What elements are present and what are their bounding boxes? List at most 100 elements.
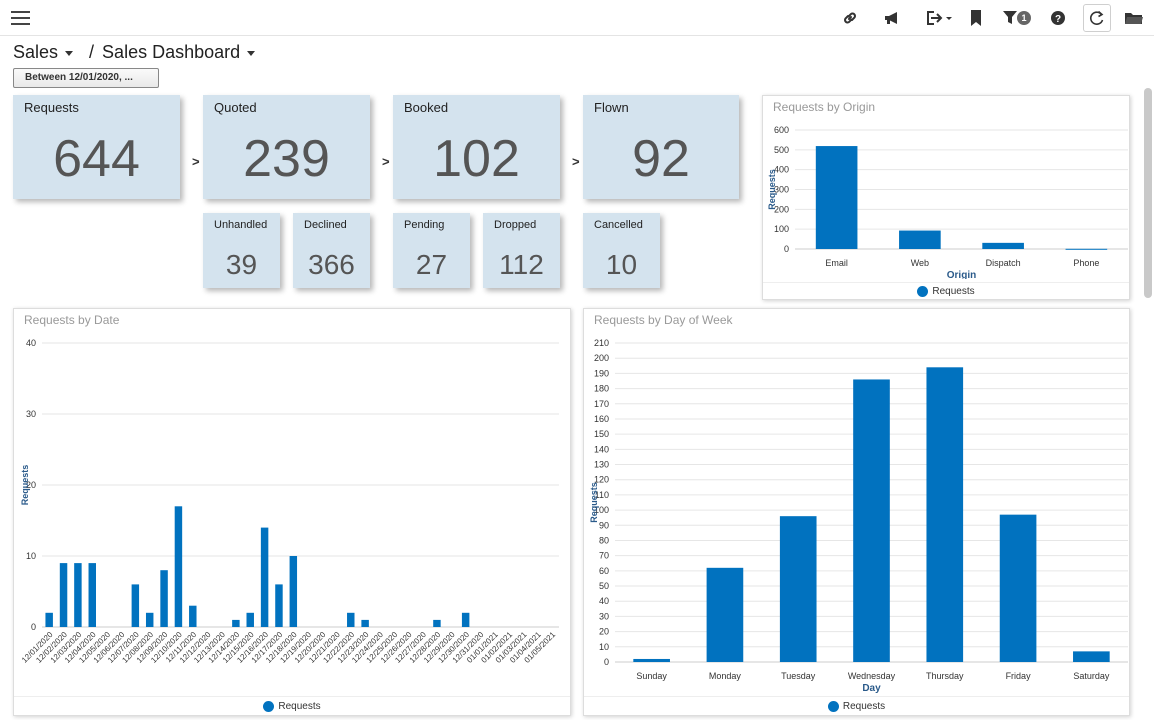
funnel-arrow: >: [572, 154, 580, 169]
x-tick-label: Dispatch: [986, 258, 1021, 268]
kpi-requests[interactable]: Requests 644: [13, 95, 180, 199]
breadcrumb-root[interactable]: Sales: [13, 42, 59, 62]
bar-tuesday: [779, 516, 817, 662]
link-icon[interactable]: [838, 6, 862, 30]
chevron-down-icon[interactable]: [65, 51, 74, 56]
page-title[interactable]: Sales Dashboard: [102, 42, 241, 62]
bar-dispatch: [982, 242, 1024, 249]
y-tick-label: 100: [774, 224, 789, 234]
kpi-value: 102: [433, 130, 520, 188]
kpi-unhandled[interactable]: Unhandled 39: [203, 213, 280, 288]
y-tick-label: 400: [774, 165, 789, 175]
kpi-cancelled[interactable]: Cancelled 10: [583, 213, 660, 288]
y-tick-label: 160: [594, 414, 609, 424]
bar-thursday: [926, 367, 964, 662]
funnel-arrow: >: [192, 154, 200, 169]
y-axis-title: Requests: [589, 482, 599, 523]
bar-friday: [999, 514, 1037, 662]
legend-swatch: [263, 701, 275, 712]
x-tick-label: Tuesday: [781, 671, 816, 681]
chart-requests-by-day-of-week: 0 10 20 30 40 50 60 70 80 90 100 110 120 130 140 150 160…: [583, 308, 1130, 716]
breadcrumb: Sales / Sales Dashboard: [13, 42, 256, 63]
refresh-icon[interactable]: [1083, 4, 1111, 32]
bar-web: [899, 230, 941, 249]
folder-icon[interactable]: [1122, 6, 1146, 30]
x-axis-title: Day: [862, 683, 881, 694]
kpi-label: Pending: [404, 219, 445, 231]
y-tick-label: 80: [599, 535, 609, 545]
y-axis-title: Requests: [767, 169, 777, 210]
y-tick-label: 600: [774, 125, 789, 135]
chart-requests-by-date: 0 10 20 30 40 12/01/2020 12/02/2020 12/03/2020 1…: [13, 308, 571, 716]
legend-label: Requests: [932, 286, 975, 297]
bar-wednesday: [853, 379, 890, 662]
y-tick-label: 30: [26, 409, 36, 419]
legend-swatch: [827, 701, 839, 712]
x-tick-label: Friday: [1006, 671, 1032, 681]
y-tick-label: 30: [599, 611, 609, 621]
help-icon[interactable]: ?: [1046, 6, 1070, 30]
kpi-value: 366: [308, 249, 355, 280]
bookmark-icon[interactable]: [964, 6, 988, 30]
kpi-label: Requests: [24, 100, 79, 115]
filter-icon[interactable]: 1: [1000, 6, 1038, 30]
kpi-label: Booked: [404, 100, 449, 115]
x-tick-label: Email: [825, 258, 848, 268]
kpi-declined[interactable]: Declined 366: [293, 213, 370, 288]
kpi-flown[interactable]: Flown 92: [583, 95, 739, 199]
x-tick-label: Monday: [709, 671, 742, 681]
bar-email: [815, 146, 858, 249]
y-tick-label: 10: [26, 551, 36, 561]
export-icon[interactable]: [924, 6, 954, 30]
vertical-scrollbar[interactable]: [1144, 88, 1152, 298]
y-tick-label: 300: [774, 185, 789, 195]
kpi-value: 112: [499, 249, 544, 280]
bar-12-02-2020: [59, 563, 68, 627]
x-axis-title: Origin: [947, 270, 976, 279]
kpi-label: Declined: [304, 219, 347, 231]
y-tick-label: 190: [594, 368, 609, 378]
bar-12-17-2020: [275, 584, 283, 627]
y-tick-label: 0: [604, 657, 609, 667]
y-tick-label: 40: [26, 338, 36, 348]
chart-requests-by-origin: 0 100 200 300 400 500 600 Email Web Dispatch Phone…: [762, 95, 1130, 300]
kpi-label: Quoted: [214, 100, 257, 115]
y-tick-label: 60: [599, 566, 609, 576]
x-tick-label: Thursday: [926, 671, 964, 681]
megaphone-icon[interactable]: [880, 6, 904, 30]
kpi-dropped[interactable]: Dropped 112: [483, 213, 560, 288]
legend-label: Requests: [842, 701, 886, 712]
svg-text:?: ?: [1055, 14, 1061, 25]
y-tick-label: 140: [594, 444, 609, 454]
y-tick-label: 180: [594, 384, 609, 394]
chart-legend[interactable]: Requests: [763, 282, 1129, 300]
y-tick-label: 20: [599, 627, 609, 637]
y-tick-label: 90: [599, 520, 609, 530]
y-tick-label: 200: [594, 353, 609, 363]
y-tick-label: 0: [31, 622, 36, 632]
hamburger-menu-icon[interactable]: [10, 7, 32, 29]
legend-label: Requests: [278, 701, 321, 712]
y-tick-label: 50: [599, 581, 609, 591]
kpi-label: Unhandled: [214, 219, 268, 231]
bar-monday: [706, 567, 744, 662]
date-range-filter-button[interactable]: Between 12/01/2020, ...: [13, 68, 159, 88]
x-tick-label: Web: [911, 258, 929, 268]
chart-legend[interactable]: Requests: [584, 696, 1129, 716]
bar-12-18-2020: [289, 556, 298, 627]
y-tick-label: 100: [594, 505, 609, 515]
bar-12-01-2020: [45, 612, 53, 627]
kpi-pending[interactable]: Pending 27: [393, 213, 470, 288]
kpi-booked[interactable]: Booked 102: [393, 95, 560, 199]
chart-legend[interactable]: Requests: [14, 696, 570, 716]
legend-swatch: [917, 286, 929, 297]
y-axis-title: Requests: [20, 465, 30, 506]
kpi-quoted[interactable]: Quoted 239: [203, 95, 370, 199]
kpi-label: Flown: [594, 100, 629, 115]
kpi-value: 239: [243, 130, 330, 188]
chevron-down-icon[interactable]: [247, 51, 256, 56]
bar-12-22-2020: [347, 612, 355, 627]
bar-12-30-2020: [461, 612, 470, 627]
x-tick-label: Wednesday: [848, 671, 896, 681]
